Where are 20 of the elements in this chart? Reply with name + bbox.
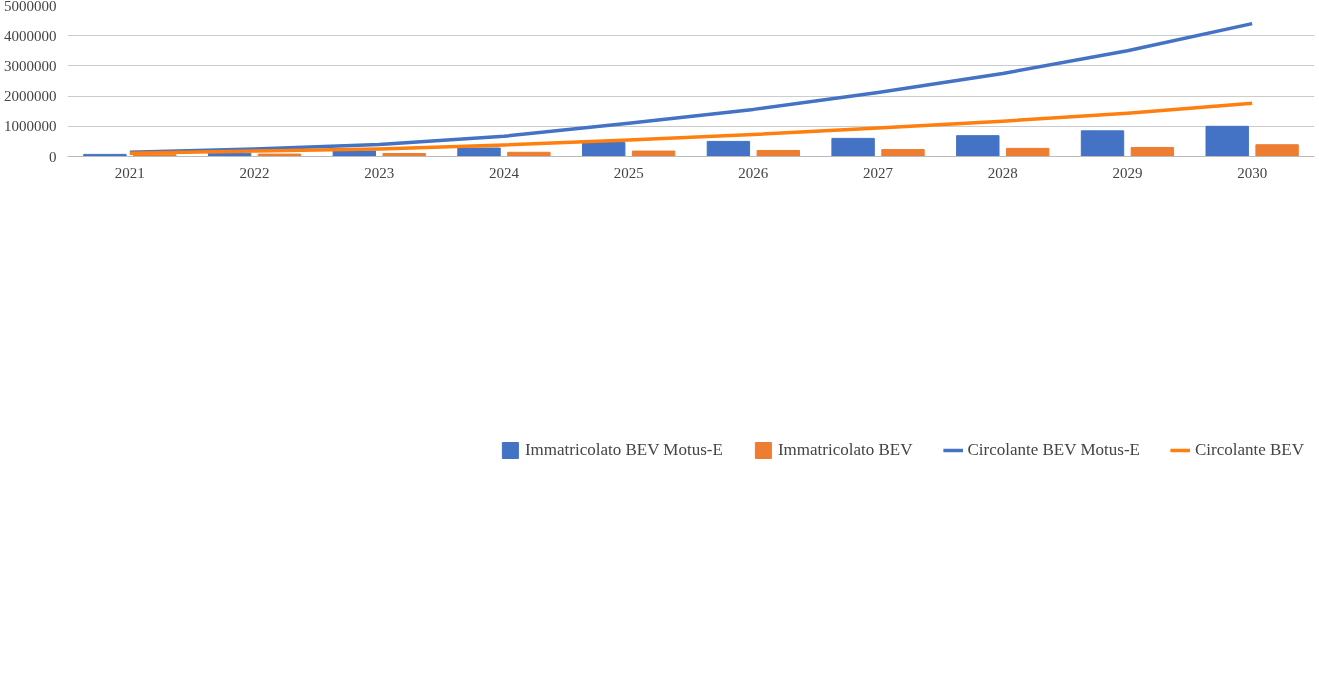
x-tick-label: 2028 (987, 164, 1018, 181)
x-tick-label: 2030 (1237, 164, 1268, 181)
x-tick-label: 2027 (863, 164, 894, 181)
x-tick-label: 2022 (239, 164, 270, 181)
y-tick-label: 5000000 (4, 0, 57, 14)
x-tick-label: 2029 (1112, 164, 1143, 181)
x-tick-label: 2025 (613, 164, 644, 181)
x-tick-label: 2023 (364, 164, 395, 181)
x-tick-label: 2024 (488, 164, 520, 181)
y-tick-label: 1000000 (4, 118, 57, 135)
legend-label: Immatricolato BEV (777, 440, 913, 460)
x-tick-label: 2021 (114, 164, 145, 181)
legend-label: Immatricolato BEV Motus-E (524, 440, 723, 460)
y-tick-label: 3000000 (4, 57, 57, 74)
y-tick-label: 4000000 (4, 27, 57, 44)
legend-label: Circolante BEV (1194, 440, 1304, 460)
legend-label: Circolante BEV Motus-E (967, 440, 1140, 460)
x-tick-label: 2026 (738, 164, 769, 181)
y-tick-label: 2000000 (4, 88, 57, 105)
y-tick-label: 0 (49, 148, 57, 165)
